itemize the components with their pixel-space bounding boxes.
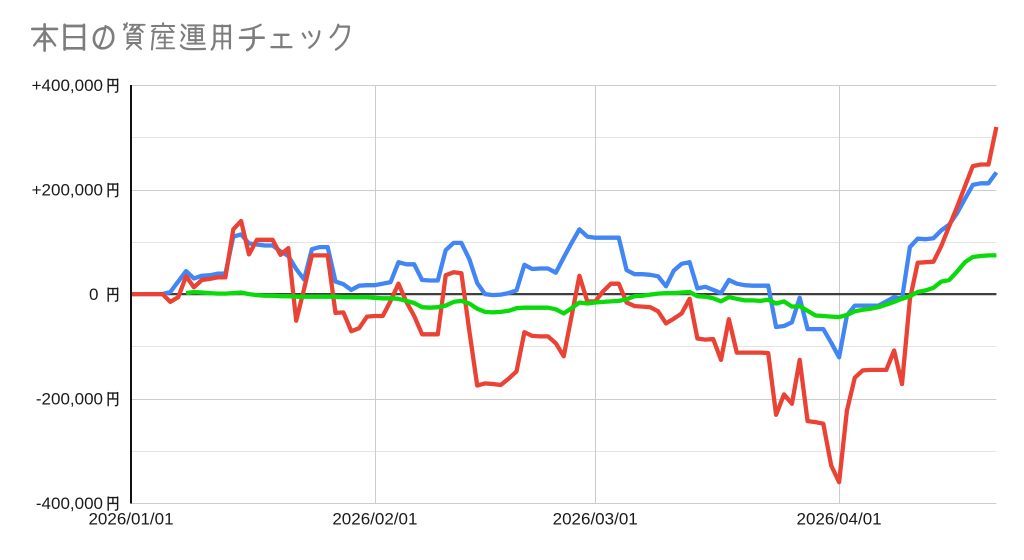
svg-text:2026/04/01: 2026/04/01 bbox=[797, 510, 882, 529]
svg-text:2026/03/01: 2026/03/01 bbox=[553, 510, 638, 529]
svg-text:-200,000: -200,000 bbox=[36, 389, 103, 408]
svg-text:-400,000: -400,000 bbox=[36, 494, 103, 513]
svg-text:2026/01/01: 2026/01/01 bbox=[88, 510, 173, 529]
svg-text:2026/02/01: 2026/02/01 bbox=[332, 510, 417, 529]
svg-text:+200,000: +200,000 bbox=[32, 180, 103, 199]
svg-text:0: 0 bbox=[89, 285, 98, 304]
svg-text:+400,000: +400,000 bbox=[32, 76, 103, 95]
